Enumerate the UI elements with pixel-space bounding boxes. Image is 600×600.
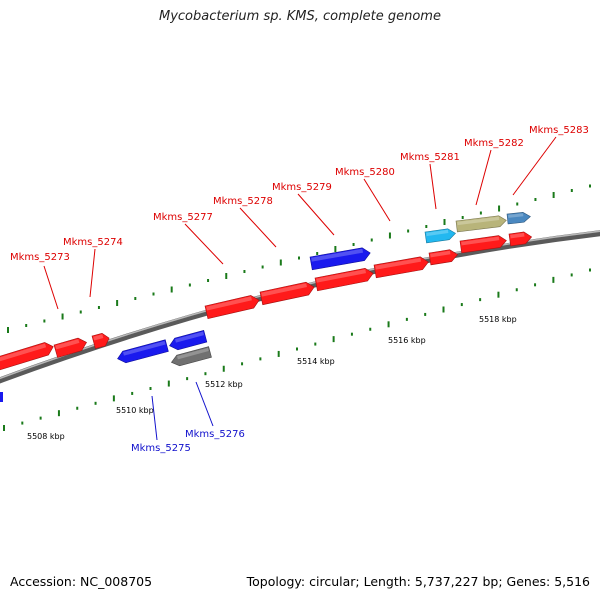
gene-label-mkms-5282: Mkms_5282	[464, 138, 524, 149]
gene-label-mkms-5280: Mkms_5280	[335, 167, 395, 178]
gene-arrow-mkms-5277	[204, 295, 260, 320]
scale-label: 5514 kbp	[297, 357, 335, 366]
scale-ticks	[3, 184, 591, 431]
gene-label-mkms-5278: Mkms_5278	[213, 196, 273, 207]
scale-labels: 5508 kbp 5510 kbp 5512 kbp 5514 kbp 5516 kbp…	[27, 315, 517, 441]
gene-arrow-mkms-5273	[53, 337, 87, 358]
scale-label: 5508 kbp	[27, 432, 65, 441]
gene-arrow-mkms-5280	[373, 256, 429, 279]
gene-arrow-mkms-5277	[314, 267, 374, 292]
gene-label-mkms-5279: Mkms_5279	[272, 182, 332, 193]
gene-arrow-mkms-5278	[259, 281, 315, 306]
gene-arrow-mkms-5282	[455, 215, 507, 233]
label-leaders	[43, 136, 557, 441]
gene-arrow-mkms-5276	[170, 346, 212, 367]
scale-label: 5518 kbp	[479, 315, 517, 324]
leader-mkms-5278	[239, 207, 277, 248]
map-title: Mycobacterium sp. KMS, complete genome	[159, 9, 441, 24]
leader-mkms-5274	[89, 248, 96, 298]
gene-label-mkms-5273: Mkms_5273	[10, 252, 70, 263]
leader-mkms-5279	[297, 193, 335, 236]
leader-mkms-5281	[429, 163, 437, 210]
gene-fragment	[0, 392, 3, 402]
gene-arrow-mkms-5277	[459, 235, 507, 254]
topology-text: Topology: circular; Length: 5,737,227 bp…	[246, 574, 590, 589]
gene-label-mkms-5281: Mkms_5281	[400, 152, 460, 163]
leader-mkms-5280	[363, 178, 391, 222]
gene-arrow-mkms-5281	[424, 228, 456, 244]
scale-label: 5510 kbp	[116, 406, 154, 415]
gene-labels: Mkms_5273 Mkms_5274 Mkms_5275 Mkms_5276 Mkms…	[10, 125, 589, 454]
gene-arrow-mkms-5274	[91, 332, 110, 349]
gene-label-mkms-5274: Mkms_5274	[63, 237, 123, 248]
gene-arrow-mkms-5275	[117, 339, 169, 364]
gene-arrow-mkms-5283	[506, 212, 531, 225]
gene-arrow-mkms-5275	[169, 330, 208, 351]
leader-mkms-5276	[195, 381, 214, 427]
leader-mkms-5275	[151, 395, 158, 441]
gene-arrow-mkms-5279	[309, 247, 371, 271]
accession-text: Accession: NC_008705	[10, 574, 153, 589]
gene-label-mkms-5283: Mkms_5283	[529, 125, 589, 136]
scale-label: 5512 kbp	[205, 380, 243, 389]
gene-arrow-mkms-5277	[508, 231, 533, 247]
leader-mkms-5277	[184, 223, 224, 265]
gene-features	[0, 212, 533, 402]
leader-mkms-5282	[475, 149, 492, 206]
gene-label-mkms-5277: Mkms_5277	[153, 212, 213, 223]
gene-arrow-mkms-5273	[0, 342, 54, 371]
leader-mkms-5283	[512, 136, 557, 196]
leader-mkms-5273	[43, 265, 59, 310]
gene-label-mkms-5276: Mkms_5276	[185, 429, 245, 440]
gene-label-mkms-5275: Mkms_5275	[131, 443, 191, 454]
scale-label: 5516 kbp	[388, 336, 426, 345]
gene-arrow-mkms-5280	[428, 249, 459, 266]
